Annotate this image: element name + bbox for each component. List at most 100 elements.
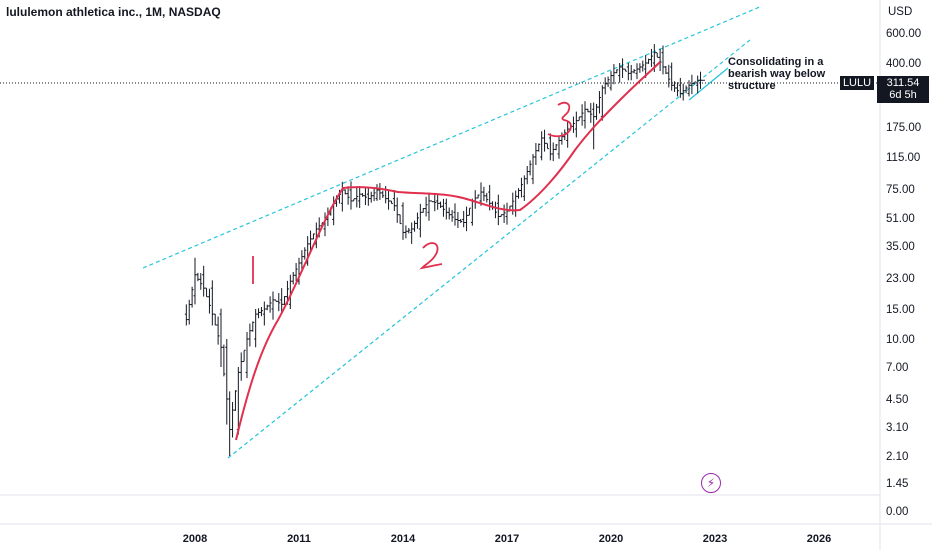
- ohlc-bar: [465, 206, 469, 232]
- ohlc-bar: [222, 344, 226, 377]
- ohlc-bar: [444, 198, 448, 220]
- ohlc-bar: [311, 233, 315, 240]
- annotation-line-3: structure: [728, 80, 776, 92]
- ohlc-bar: [288, 274, 292, 310]
- price-tick-label: 400.00: [886, 58, 921, 70]
- ohlc-bar: [583, 101, 587, 129]
- ohlc-bar: [531, 153, 535, 185]
- ohlc-bar: [644, 55, 648, 78]
- ohlc-bar: [641, 60, 645, 72]
- ohlc-bar: [280, 288, 284, 312]
- ohlc-bar: [210, 280, 214, 326]
- ohlc-bar: [424, 196, 428, 217]
- ohlc-bar: [684, 85, 688, 94]
- ohlc-bar: [213, 313, 217, 326]
- symbol-tag: LULU: [840, 76, 874, 90]
- ohlc-bar: [511, 192, 515, 215]
- ohlc-bar: [271, 291, 275, 320]
- ohlc-bar: [621, 58, 625, 78]
- ohlc-bar: [528, 160, 532, 176]
- ohlc-bar: [545, 142, 549, 150]
- price-tick-label: 175.00: [886, 122, 921, 134]
- ohlc-bar: [462, 210, 466, 228]
- ohlc-bar: [245, 331, 249, 379]
- trend-curve[interactable]: [235, 61, 661, 441]
- ohlc-bar: [199, 273, 203, 290]
- ohlc-bar: [525, 166, 529, 185]
- ohlc-bar: [476, 194, 480, 199]
- ohlc-bar: [499, 214, 503, 218]
- ohlc-bar: [502, 204, 506, 223]
- ohlc-bar: [603, 77, 607, 95]
- ohlc-bar: [436, 194, 440, 210]
- ohlc-bar: [363, 187, 367, 206]
- ohlc-bar: [300, 250, 304, 270]
- ohlc-bar: [673, 81, 677, 92]
- ohlc-bar: [667, 64, 671, 88]
- ohlc-bar: [378, 183, 382, 200]
- ohlc-bar: [540, 131, 544, 161]
- ohlc-bar: [658, 48, 662, 72]
- ohlc-bar: [294, 262, 298, 282]
- ohlc-bar: [696, 75, 700, 94]
- ohlc-bar: [228, 391, 232, 456]
- ohlc-bar: [589, 103, 593, 123]
- last-price-tag: 311.54 6d 5h: [877, 76, 929, 103]
- ohlc-bar: [496, 194, 500, 226]
- ohlc-bar: [456, 211, 460, 228]
- channel-lower-line[interactable]: [227, 39, 751, 459]
- ohlc-bar: [303, 247, 307, 260]
- ohlc-bar: [687, 80, 691, 97]
- wave-2-mark: [419, 242, 443, 270]
- ohlc-bars: [184, 44, 705, 456]
- ohlc-bar: [447, 207, 451, 220]
- annotation-line-1: Consolidating in a: [728, 56, 824, 68]
- time-tick-label: 2020: [599, 533, 623, 545]
- ohlc-bar: [225, 339, 229, 425]
- ohlc-bar: [548, 133, 552, 161]
- ohlc-bar: [418, 203, 422, 238]
- ohlc-bar: [560, 132, 564, 145]
- ohlc-bar: [597, 91, 601, 114]
- ohlc-bar: [459, 218, 463, 224]
- lightning-icon[interactable]: ⚡: [701, 473, 721, 493]
- ohlc-bar: [670, 62, 674, 91]
- price-tick-label: 600.00: [886, 28, 921, 40]
- price-tick-label: 0.00: [886, 506, 908, 518]
- ohlc-bar: [207, 288, 211, 314]
- ohlc-bar: [389, 200, 393, 204]
- ohlc-bar: [358, 186, 362, 209]
- ohlc-bar: [366, 188, 370, 206]
- ohlc-bar: [205, 287, 209, 298]
- price-tick-label: 51.00: [886, 213, 915, 225]
- ohlc-bar: [514, 190, 518, 217]
- ohlc-bar: [248, 323, 252, 347]
- ohlc-bar: [592, 102, 596, 150]
- ohlc-bar: [586, 108, 590, 113]
- ohlc-bar: [381, 190, 385, 198]
- price-tick-label: 7.00: [886, 362, 908, 374]
- time-tick-label: 2008: [183, 533, 207, 545]
- bar-countdown: 6d 5h: [889, 89, 917, 101]
- ohlc-bar: [693, 81, 697, 85]
- ohlc-bar: [519, 177, 523, 198]
- ohlc-bar: [219, 308, 223, 367]
- ohlc-bar: [638, 63, 642, 73]
- consolidation-line[interactable]: [688, 67, 729, 101]
- ohlc-bar: [369, 191, 373, 203]
- ohlc-bar: [274, 299, 278, 302]
- channel-upper-line[interactable]: [142, 5, 763, 269]
- price-tick-label: 15.00: [886, 304, 915, 316]
- ohlc-bar: [618, 63, 622, 83]
- ohlc-bar: [187, 299, 191, 325]
- ohlc-bar: [470, 198, 474, 226]
- ohlc-bar: [421, 208, 425, 213]
- ohlc-bar: [349, 181, 353, 210]
- ohlc-bar: [690, 74, 694, 95]
- ohlc-bar: [629, 64, 633, 81]
- ohlc-bar: [216, 316, 220, 345]
- price-tick-label: 3.10: [886, 422, 908, 434]
- ohlc-bar: [398, 214, 402, 225]
- symbol-title: lululemon athletica inc., 1M, NASDAQ: [6, 5, 221, 19]
